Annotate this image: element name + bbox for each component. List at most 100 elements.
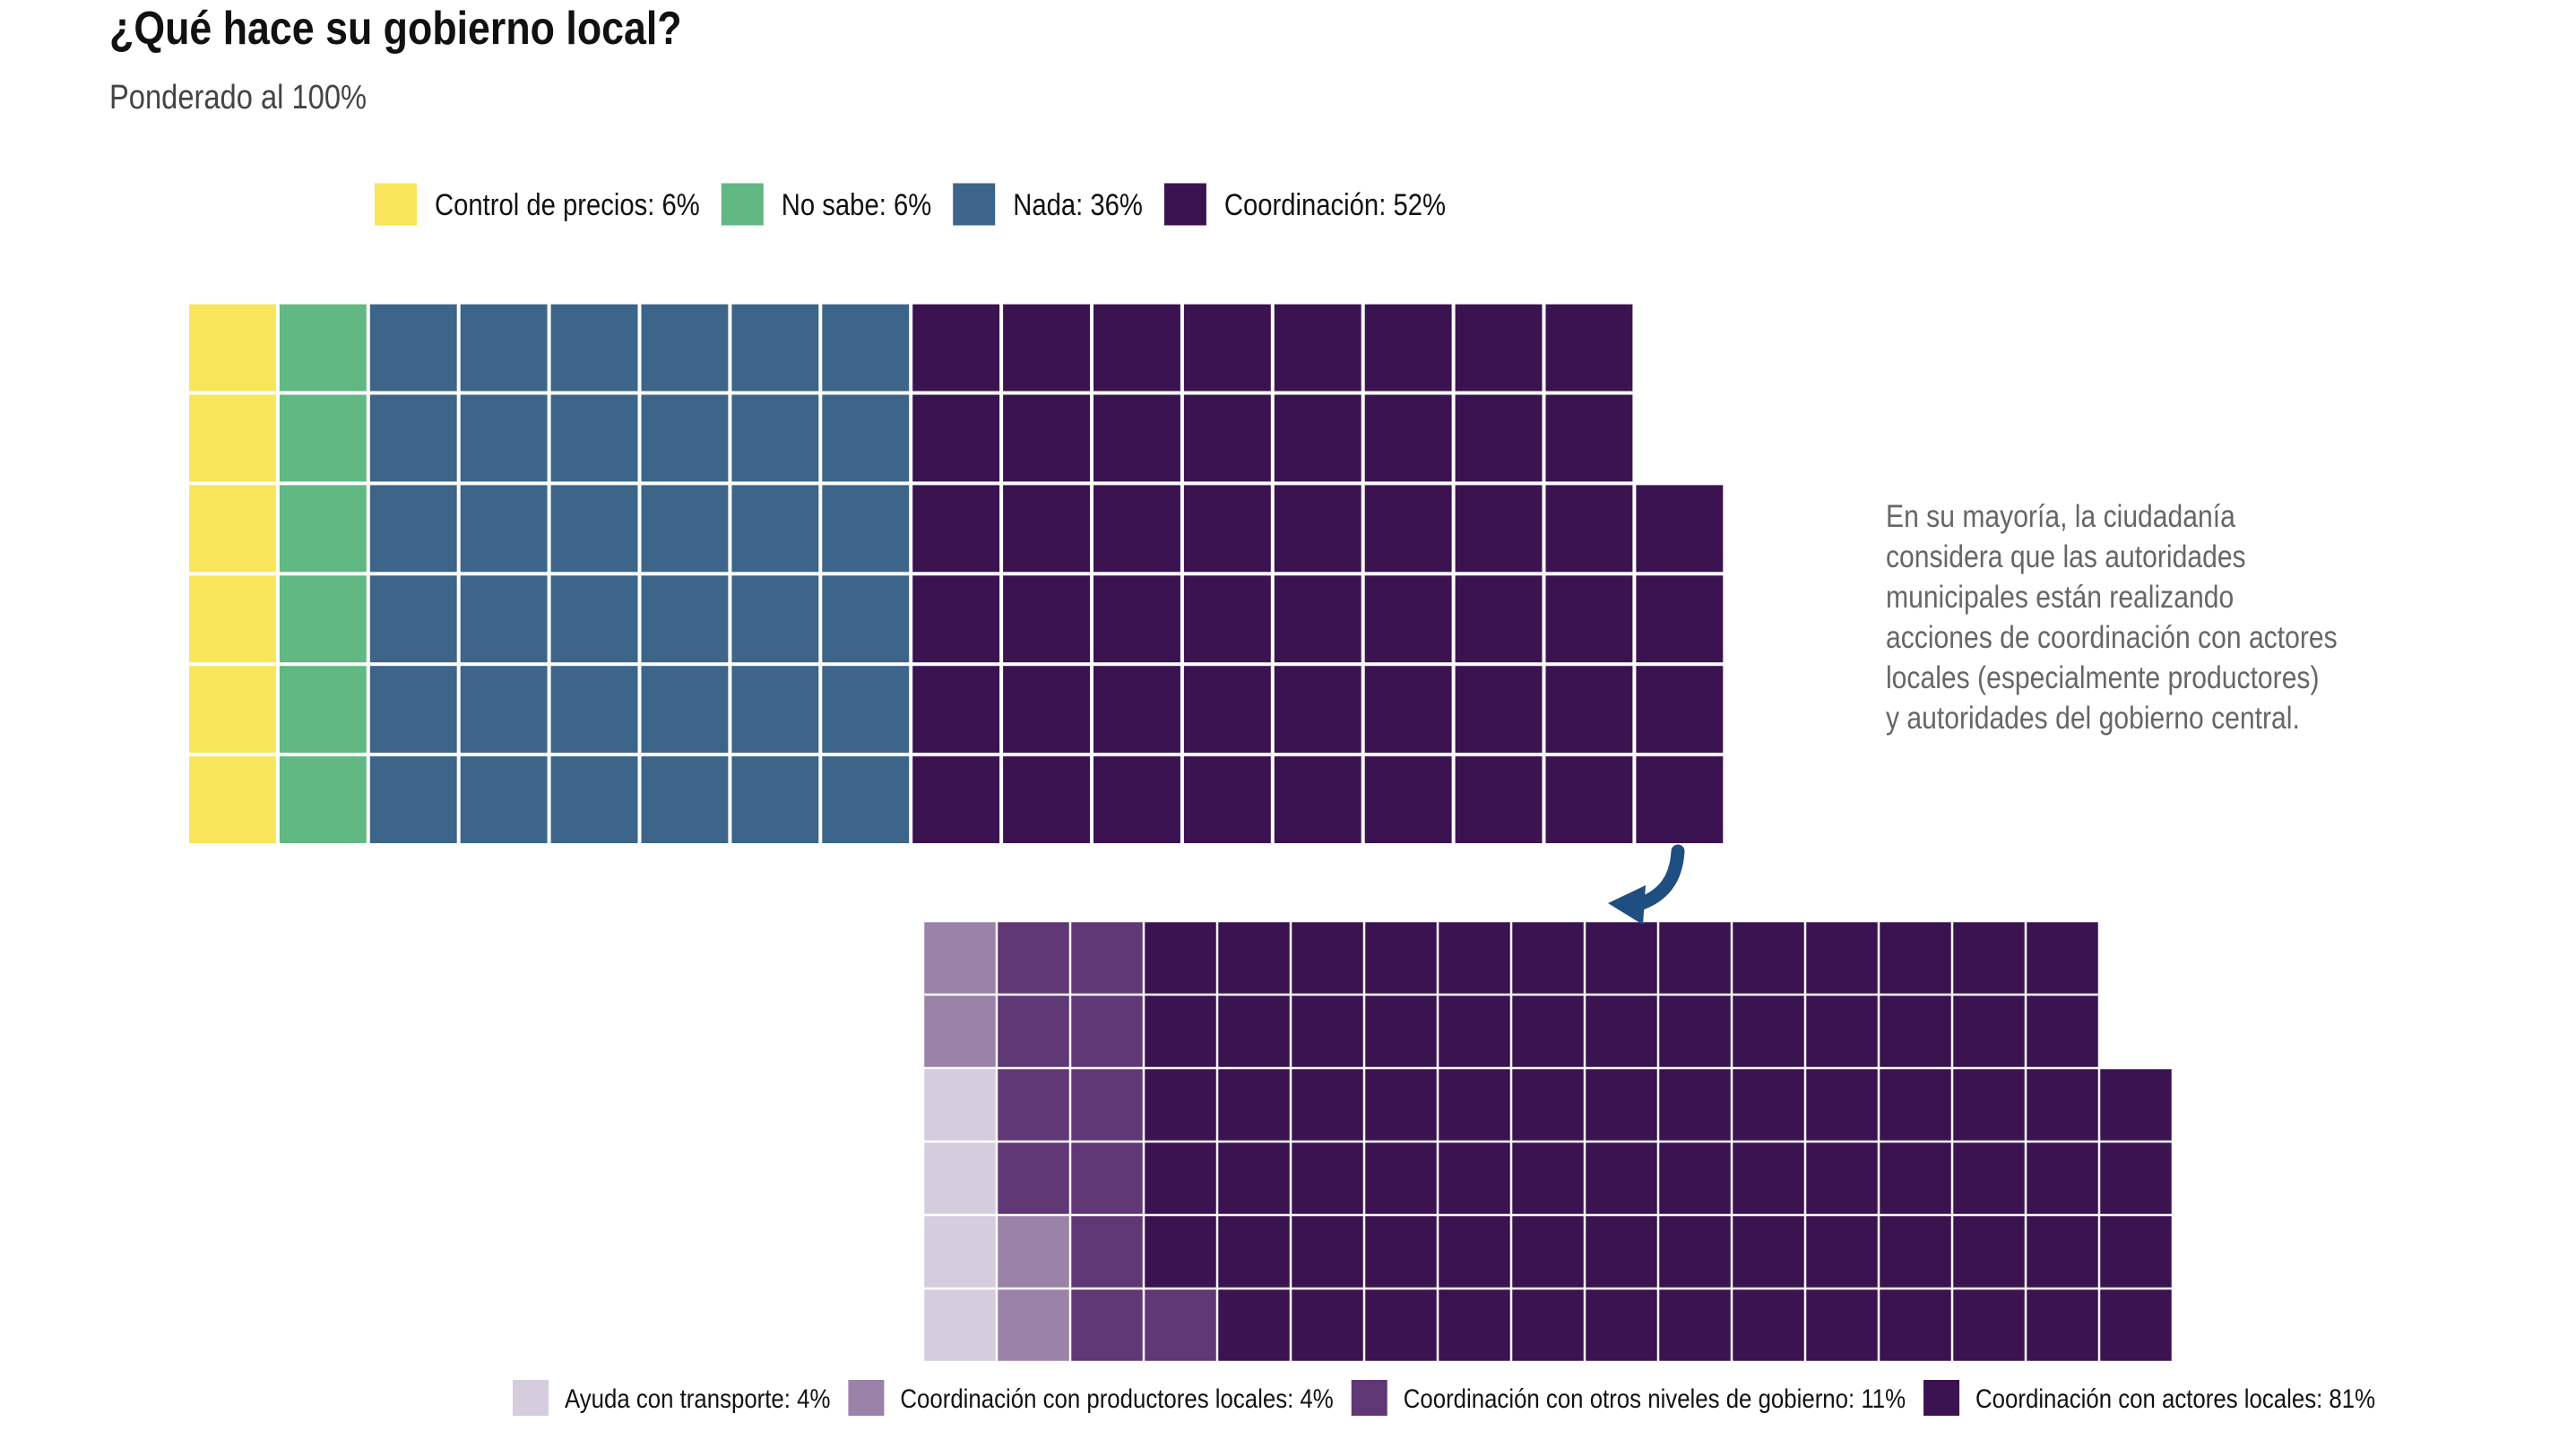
waffle-cell-coordinaci-n-con-actores-locales xyxy=(1512,1289,1584,1361)
waffle-cell-coordinaci-n-con-actores-locales xyxy=(1145,1069,1216,1141)
legend-swatch xyxy=(1163,183,1206,226)
waffle-cell-coordinaci-n-con-actores-locales xyxy=(1733,1142,1804,1214)
legend-swatch xyxy=(721,183,764,226)
waffle-cell-coordinaci-n xyxy=(1455,756,1543,843)
waffle-cell-coordinaci-n-con-actores-locales xyxy=(1145,996,1216,1067)
waffle-cell-coordinaci-n xyxy=(1455,666,1543,754)
waffle-cell-coordinaci-n-con-actores-locales xyxy=(1733,1289,1804,1361)
waffle-cell-coordinaci-n-con-otros-niveles-de-gobierno xyxy=(1071,1289,1143,1361)
waffle-cell-coordinaci-n-con-actores-locales xyxy=(1880,1216,1951,1288)
legend-label: Coordinación con otros niveles de gobier… xyxy=(1404,1384,1906,1414)
waffle-cell-coordinaci-n-con-actores-locales xyxy=(1365,1216,1437,1288)
waffle-cell-coordinaci-n-con-actores-locales xyxy=(2027,1289,2098,1361)
waffle-cell-nada xyxy=(550,756,638,843)
waffle-cell-coordinaci-n-con-actores-locales xyxy=(1806,922,1878,994)
waffle-cell-coordinaci-n-con-actores-locales xyxy=(1512,922,1584,994)
waffle-cell-nada xyxy=(822,304,910,392)
waffle-cell-coordinaci-n-con-actores-locales xyxy=(2027,1142,2098,1214)
waffle-cell-coordinaci-n-con-otros-niveles-de-gobierno xyxy=(998,996,1069,1067)
waffle-cell-coordinaci-n xyxy=(1364,304,1452,392)
waffle-cell-no-sabe xyxy=(279,756,367,843)
waffle-cell-coordinaci-n xyxy=(1364,394,1452,482)
legend-swatch xyxy=(375,183,417,226)
waffle-cell-coordinaci-n xyxy=(1636,485,1724,573)
waffle-cell-nada xyxy=(550,575,638,663)
waffle-cell-nada xyxy=(822,575,910,663)
waffle-cell-coordinaci-n-con-actores-locales xyxy=(1733,996,1804,1067)
waffle-cell-coordinaci-n xyxy=(912,666,1000,754)
waffle-cell-coordinaci-n xyxy=(1094,666,1180,754)
waffle-cell-coordinaci-n-con-actores-locales xyxy=(1586,1216,1657,1288)
waffle-cell-coordinaci-n-con-actores-locales xyxy=(1439,922,1510,994)
waffle-cell-control-de-precios xyxy=(189,666,276,754)
waffle-cell-coordinaci-n-con-actores-locales xyxy=(1733,922,1804,994)
waffle-cell-nada xyxy=(731,304,819,392)
waffle-cell-coordinaci-n xyxy=(1364,666,1452,754)
waffle-cell-coordinaci-n-con-actores-locales xyxy=(1292,1289,1363,1361)
waffle-cell-coordinaci-n-con-actores-locales xyxy=(1953,1289,2025,1361)
waffle-cell-coordinaci-n-con-actores-locales xyxy=(1659,1289,1731,1361)
waffle-cell-coordinaci-n-con-actores-locales xyxy=(1586,1289,1657,1361)
waffle-cell-nada xyxy=(731,666,819,754)
legend-bottom: Ayuda con transporte: 4% Coordinación con… xyxy=(513,1380,2375,1416)
waffle-cell-coordinaci-n xyxy=(1003,304,1090,392)
waffle-cell-ayuda-con-transporte xyxy=(924,1289,996,1361)
waffle-cell-coordinaci-n xyxy=(1364,575,1452,663)
waffle-cell-ayuda-con-transporte xyxy=(924,1142,996,1214)
waffle-cell-nada xyxy=(460,756,548,843)
waffle-cell-nada xyxy=(550,304,638,392)
waffle-cell-coordinaci-n-con-actores-locales xyxy=(1733,1069,1804,1141)
waffle-cell-nada xyxy=(641,485,729,573)
waffle-cell-coordinaci-n-con-actores-locales xyxy=(1292,1216,1363,1288)
waffle-cell-control-de-precios xyxy=(189,575,276,663)
waffle-cell-coordinaci-n-con-actores-locales xyxy=(1439,1216,1510,1288)
waffle-cell-coordinaci-n-con-actores-locales xyxy=(1365,1289,1437,1361)
legend-label: Coordinación: 52% xyxy=(1224,188,1446,222)
waffle-cell-coordinaci-n-con-actores-locales xyxy=(2027,922,2098,994)
waffle-cell-coordinaci-n-con-productores-locales xyxy=(924,996,996,1067)
waffle-cell-nada xyxy=(460,666,548,754)
waffle-cell-coordinaci-n-con-otros-niveles-de-gobierno xyxy=(998,1069,1069,1141)
waffle-cell-ayuda-con-transporte xyxy=(924,1216,996,1288)
waffle-top xyxy=(189,304,1724,843)
waffle-cell-coordinaci-n-con-actores-locales xyxy=(1218,1289,1290,1361)
waffle-cell-ayuda-con-transporte xyxy=(924,1069,996,1141)
waffle-cell-nada xyxy=(822,756,910,843)
legend-label: Ayuda con transporte: 4% xyxy=(565,1384,830,1414)
waffle-cell-coordinaci-n-con-actores-locales xyxy=(1218,1069,1290,1141)
waffle-cell-nada xyxy=(641,756,729,843)
waffle-cell-coordinaci-n xyxy=(1094,756,1180,843)
waffle-cell-coordinaci-n xyxy=(1364,485,1452,573)
waffle-cell-coordinaci-n-con-actores-locales xyxy=(1659,996,1731,1067)
waffle-cell-coordinaci-n-con-actores-locales xyxy=(1953,1216,2025,1288)
waffle-cell-nada xyxy=(369,756,457,843)
waffle-cell-coordinaci-n-con-actores-locales xyxy=(1659,922,1731,994)
chart-subtitle: Ponderado al 100% xyxy=(109,79,367,116)
waffle-cell-coordinaci-n xyxy=(1455,575,1543,663)
waffle-cell-coordinaci-n-con-actores-locales xyxy=(1953,1142,2025,1214)
waffle-cell-coordinaci-n-con-actores-locales xyxy=(1512,996,1584,1067)
waffle-cell-coordinaci-n-con-productores-locales xyxy=(924,922,996,994)
legend-label: Coordinación con productores locales: 4% xyxy=(900,1384,1333,1414)
waffle-cell-coordinaci-n-con-otros-niveles-de-gobierno xyxy=(1145,1289,1216,1361)
waffle-cell-coordinaci-n-con-actores-locales xyxy=(2100,1069,2172,1141)
waffle-cell-coordinaci-n-con-productores-locales xyxy=(998,1289,1069,1361)
waffle-cell-coordinaci-n-con-actores-locales xyxy=(2100,1289,2172,1361)
waffle-cell-nada xyxy=(822,394,910,482)
waffle-cell-coordinaci-n-con-actores-locales xyxy=(1880,922,1951,994)
waffle-cell-coordinaci-n-con-actores-locales xyxy=(1292,996,1363,1067)
legend-swatch xyxy=(1351,1380,1387,1416)
waffle-cell-coordinaci-n xyxy=(912,575,1000,663)
waffle-cell-coordinaci-n xyxy=(1274,485,1361,573)
waffle-cell-nada xyxy=(369,575,457,663)
legend-swatch xyxy=(953,183,996,226)
waffle-cell-coordinaci-n xyxy=(1455,485,1543,573)
waffle-cell-coordinaci-n-con-actores-locales xyxy=(1145,1216,1216,1288)
waffle-cell-coordinaci-n xyxy=(1545,485,1633,573)
waffle-cell-coordinaci-n xyxy=(1094,394,1180,482)
waffle-cell-coordinaci-n-con-actores-locales xyxy=(1659,1069,1731,1141)
waffle-cell-nada xyxy=(550,666,638,754)
waffle-cell-coordinaci-n xyxy=(1636,666,1724,754)
legend-label: Control de precios: 6% xyxy=(435,188,700,222)
waffle-cell-nada xyxy=(641,575,729,663)
